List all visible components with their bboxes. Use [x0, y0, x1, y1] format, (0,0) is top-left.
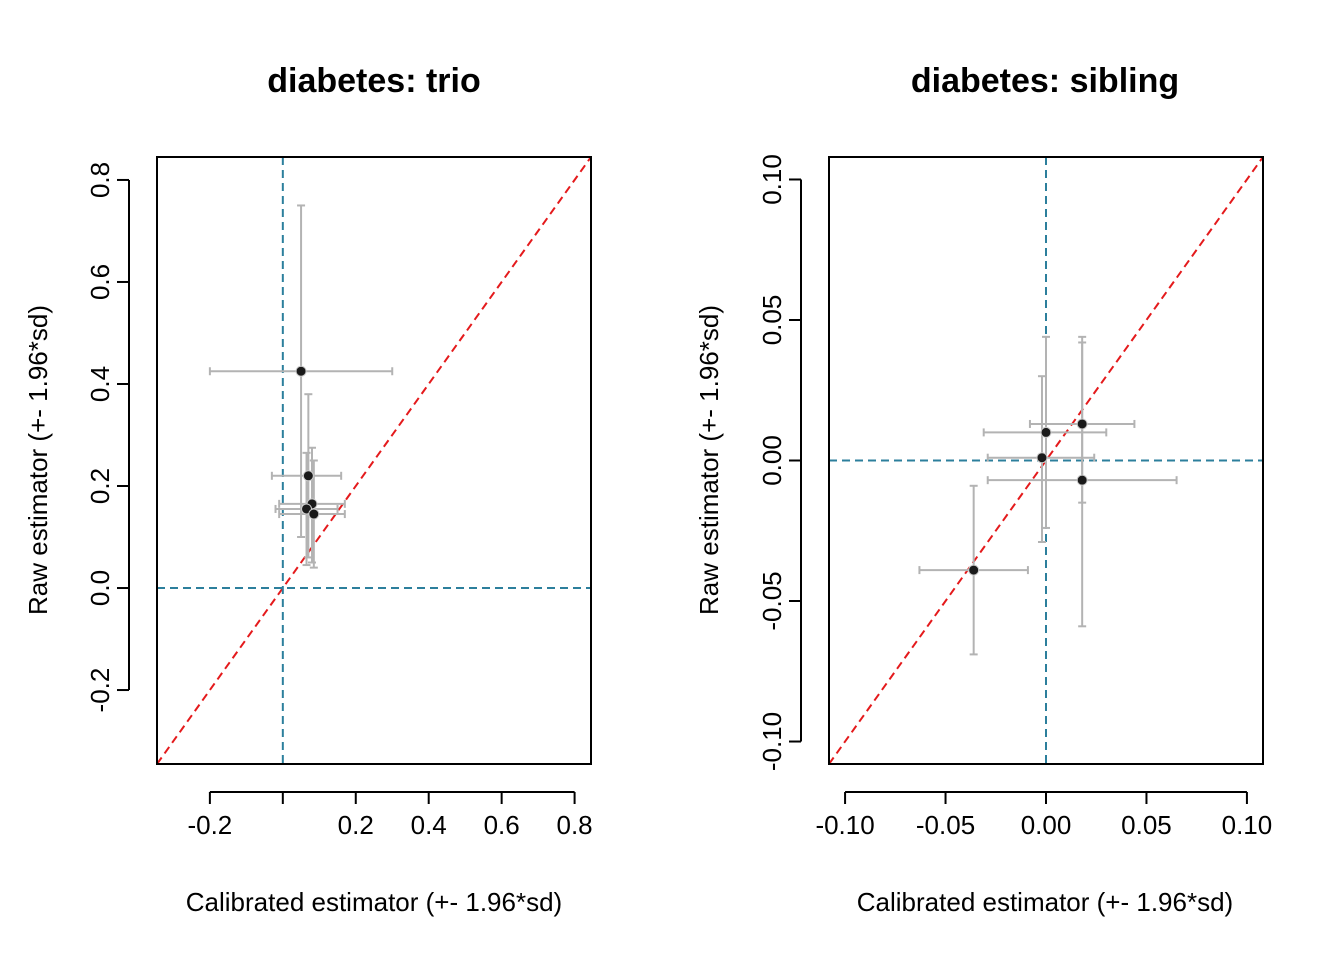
x-axis-label: Calibrated estimator (+- 1.96*sd)	[857, 887, 1233, 917]
x-tick-label: -0.2	[187, 810, 232, 840]
y-tick-label: 0.00	[757, 435, 787, 486]
error-bars	[918, 335, 1178, 656]
x-tick-label: 0.6	[484, 810, 520, 840]
x-tick-label: 0.4	[411, 810, 447, 840]
data-points	[968, 418, 1088, 576]
x-tick-label: 0.05	[1121, 810, 1172, 840]
y-axis: -0.10 -0.05 0.00 0.05 0.10	[757, 154, 802, 771]
diagonal-reference-line	[829, 157, 1263, 764]
data-point	[308, 508, 320, 520]
data-point	[1076, 418, 1088, 430]
error-bars	[208, 204, 394, 569]
y-tick-label: -0.2	[85, 668, 115, 713]
plot-frame	[156, 156, 592, 765]
data-point	[1076, 474, 1088, 486]
x-axis-label: Calibrated estimator (+- 1.96*sd)	[186, 887, 562, 917]
y-tick-label: -0.05	[757, 571, 787, 630]
x-tick-label: -0.10	[815, 810, 874, 840]
y-axis-label: Raw estimator (+- 1.96*sd)	[694, 305, 724, 615]
chart-panel-sibling: diabetes: sibling Calibrated estimator (…	[694, 62, 1272, 917]
y-axis-label: Raw estimator (+- 1.96*sd)	[23, 305, 53, 615]
x-axis: -0.10 -0.05 0.00 0.05 0.10	[815, 791, 1273, 840]
data-point	[968, 564, 980, 576]
diagonal-reference-line	[157, 157, 591, 764]
y-tick-label: 0.4	[85, 366, 115, 402]
data-point	[295, 365, 307, 377]
data-point	[302, 470, 314, 482]
data-points	[295, 365, 320, 520]
x-tick-label: 0.10	[1222, 810, 1273, 840]
y-tick-label: -0.10	[757, 712, 787, 771]
y-tick-label: 0.05	[757, 295, 787, 346]
chart-panel-trio: diabetes: trio Calibrated estimator (+- …	[23, 62, 593, 917]
plot-frame	[828, 156, 1264, 765]
x-axis: -0.2 0.2 0.4 0.6 0.8	[187, 791, 593, 840]
chart-title: diabetes: trio	[267, 62, 480, 100]
y-tick-label: 0.6	[85, 264, 115, 300]
x-tick-label: 0.2	[338, 810, 374, 840]
data-point	[1040, 426, 1052, 438]
chart-title: diabetes: sibling	[911, 62, 1179, 100]
y-tick-label: 0.2	[85, 468, 115, 504]
y-axis: -0.2 0.0 0.2 0.4 0.6 0.8	[85, 162, 130, 713]
y-tick-label: 0.8	[85, 162, 115, 198]
x-tick-label: 0.8	[557, 810, 593, 840]
reference-lines	[157, 157, 591, 764]
x-tick-label: -0.05	[916, 810, 975, 840]
y-tick-label: 0.10	[757, 154, 787, 205]
data-point	[1036, 452, 1048, 464]
y-tick-label: 0.0	[85, 570, 115, 606]
x-tick-label: 0.00	[1021, 810, 1072, 840]
